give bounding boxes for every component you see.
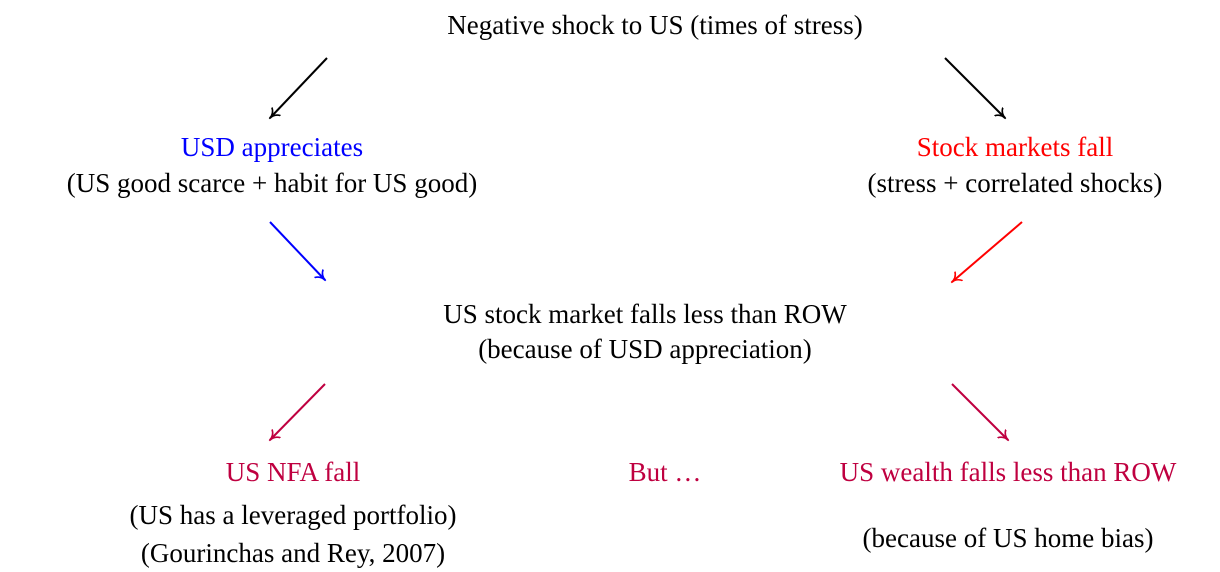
node-detail: (because of US home bias): [863, 523, 1154, 553]
arrow: [952, 221, 1023, 282]
node-label: Stock markets fall: [917, 132, 1113, 162]
node-label: US NFA fall: [226, 457, 361, 487]
arrow: [944, 57, 1005, 118]
arrow: [951, 383, 1008, 440]
arrow: [270, 383, 326, 440]
node-label: But …: [629, 457, 702, 487]
node-label: Negative shock to US (times of stress): [447, 10, 862, 40]
arrow: [270, 57, 328, 118]
node-citation: (Gourinchas and Rey, 2007): [141, 538, 445, 568]
node-detail: (stress + correlated shocks): [868, 168, 1163, 198]
node-detail: (US good scarce + habit for US good): [67, 168, 477, 198]
node-label: US stock market falls less than ROW: [443, 299, 847, 329]
node-detail: (US has a leveraged portfolio): [130, 500, 457, 530]
arrow: [269, 221, 325, 280]
node-detail: (because of USD appreciation): [478, 334, 812, 364]
node-label: US wealth falls less than ROW: [840, 457, 1177, 487]
node-label: USD appreciates: [181, 132, 363, 162]
